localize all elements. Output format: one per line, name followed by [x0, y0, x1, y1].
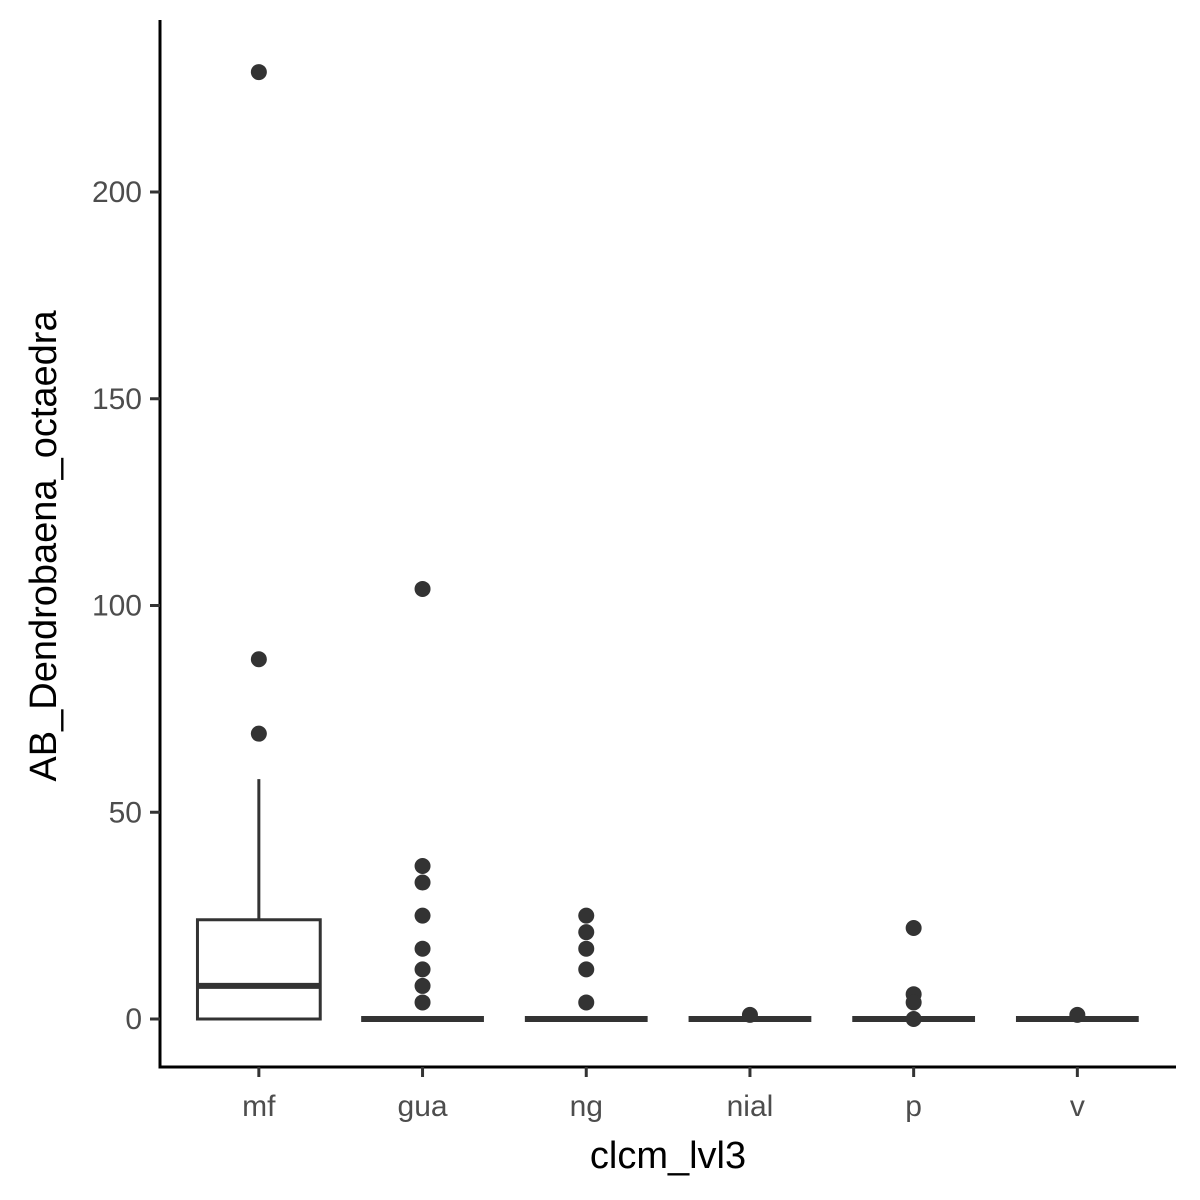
outlier-point [1069, 1006, 1086, 1023]
outlier-point [414, 907, 431, 924]
outlier-point [578, 994, 595, 1011]
outlier-point [741, 1006, 758, 1023]
y-tick-label: 200 [92, 176, 142, 209]
box-v [1015, 1006, 1139, 1023]
outlier-point [250, 725, 267, 742]
plot-area [195, 64, 1139, 1027]
outlier-point [414, 874, 431, 891]
x-tick-label: mf [242, 1090, 276, 1123]
outlier-point [414, 858, 431, 875]
outlier-point [250, 64, 267, 81]
outlier-point [905, 920, 922, 937]
y-tick-label: 0 [125, 1003, 142, 1036]
x-axis-title: clcm_lvl3 [590, 1135, 746, 1177]
outlier-point [905, 994, 922, 1011]
y-tick-label: 100 [92, 590, 142, 623]
box-gua [361, 580, 484, 1022]
outlier-point [250, 651, 267, 668]
outlier-point [414, 977, 431, 994]
y-axis-ticks: 0 50 100 150 200 [92, 176, 160, 1036]
box-mf [195, 64, 322, 1021]
box-nial [688, 1006, 812, 1023]
y-tick-label: 50 [109, 796, 142, 829]
x-tick-label: nial [727, 1090, 774, 1123]
outlier-point [578, 940, 595, 957]
outlier-point [414, 994, 431, 1011]
outlier-point [414, 961, 431, 978]
box-body [195, 918, 322, 1021]
outlier-point [578, 961, 595, 978]
outlier-point [905, 1011, 922, 1027]
x-tick-label: gua [398, 1090, 448, 1123]
y-axis-title: AB_Dendrobaena_octaedra [23, 310, 65, 782]
outlier-point [414, 940, 431, 957]
box-p [852, 920, 976, 1027]
x-tick-label: ng [570, 1090, 603, 1123]
x-tick-label: v [1070, 1090, 1085, 1123]
outlier-point [414, 580, 431, 597]
y-tick-label: 150 [92, 383, 142, 416]
outlier-point [578, 924, 595, 941]
outlier-point [578, 907, 595, 924]
x-tick-label: p [905, 1090, 922, 1123]
x-axis-ticks: mf gua ng nial p v [242, 1067, 1085, 1123]
box-ng [524, 907, 648, 1022]
